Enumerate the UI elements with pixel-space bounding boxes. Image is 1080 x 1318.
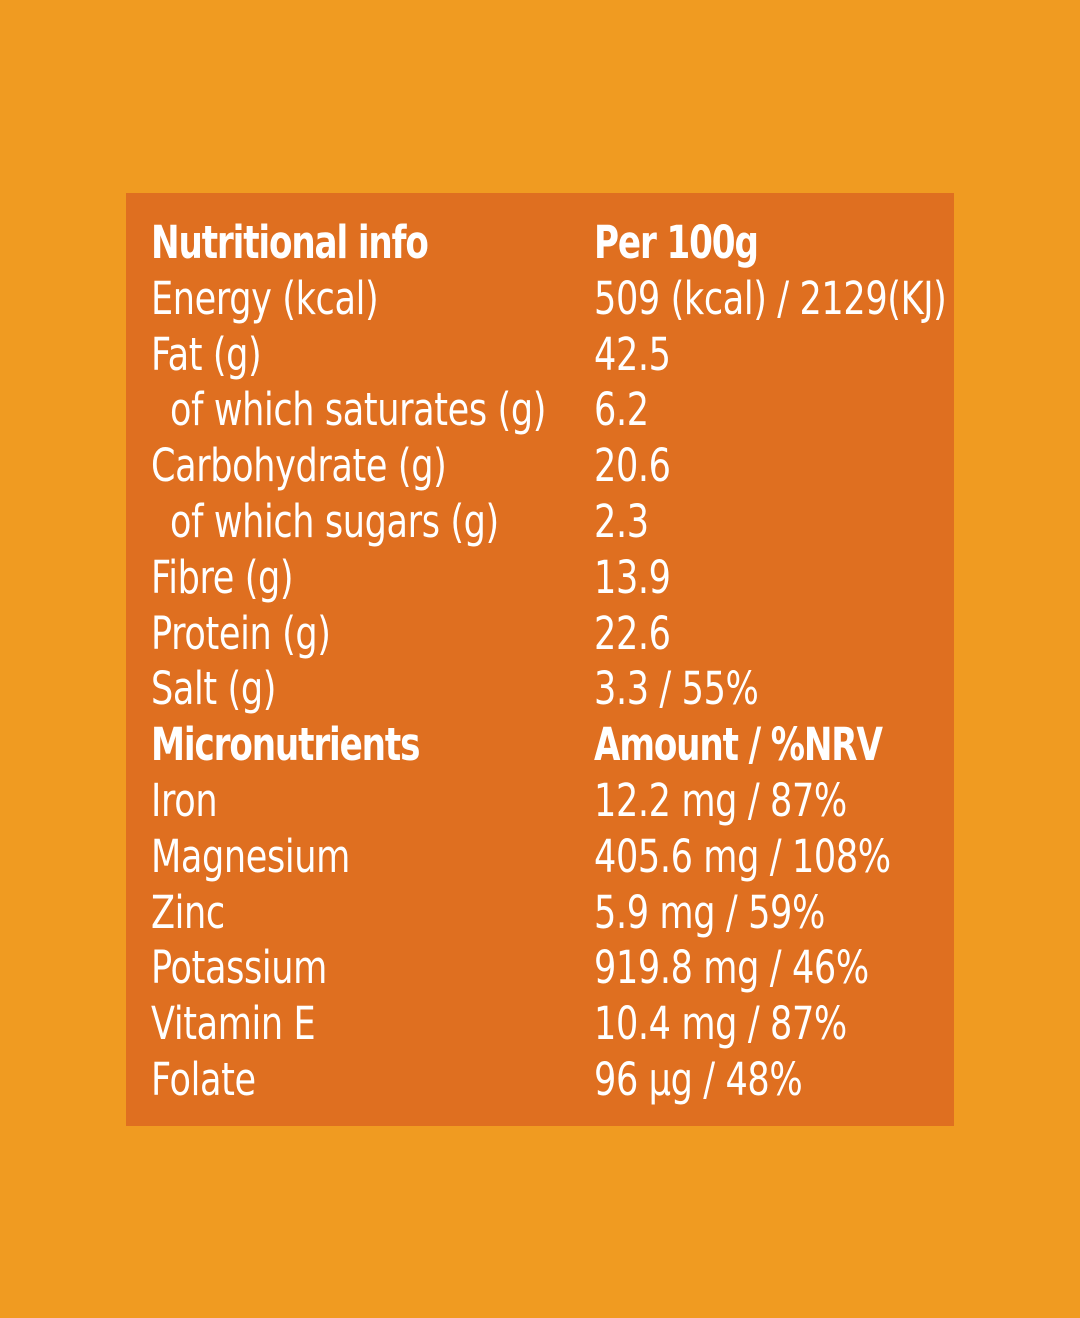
table-row: Iron 12.2 mg / 87%	[126, 773, 954, 829]
nutrient-value: 12.2 mg / 87%	[594, 773, 847, 827]
table-row: Energy (kcal) 509 (kcal) / 2129(KJ)	[126, 271, 954, 327]
table-row: Protein (g) 22.6	[126, 606, 954, 662]
nutrient-value: 6.2	[594, 383, 649, 437]
nutrient-label: Fibre (g)	[151, 550, 294, 604]
nutrient-label: Vitamin E	[151, 997, 316, 1051]
nutrient-value: 2.3	[594, 494, 649, 548]
nutrient-value: 405.6 mg / 108%	[594, 829, 891, 883]
nutrient-label: Iron	[151, 773, 218, 827]
nutrient-label: Nutritional info	[151, 216, 429, 269]
nutrient-value: 5.9 mg / 59%	[594, 885, 825, 939]
nutrient-label: Salt (g)	[151, 662, 277, 716]
nutrient-value: 22.6	[594, 606, 671, 660]
nutrient-value: 10.4 mg / 87%	[594, 997, 847, 1051]
nutrient-value: 509 (kcal) / 2129(KJ)	[594, 271, 947, 325]
nutrient-value: Amount / %NRV	[594, 718, 883, 772]
table-row: Carbohydrate (g) 20.6	[126, 438, 954, 494]
nutrient-label: Energy (kcal)	[151, 271, 379, 325]
nutrient-value: Per 100g	[594, 216, 759, 269]
table-row: Magnesium 405.6 mg / 108%	[126, 829, 954, 885]
nutrient-label: Potassium	[151, 941, 327, 995]
nutrient-label: Carbohydrate (g)	[151, 439, 447, 493]
nutrient-label: Micronutrients	[151, 718, 420, 772]
table-row: Salt (g) 3.3 / 55%	[126, 661, 954, 717]
table-row: Fibre (g) 13.9	[126, 550, 954, 606]
table-row: Potassium 919.8 mg / 46%	[126, 940, 954, 996]
table-row: Fat (g) 42.5	[126, 327, 954, 383]
nutrient-label: of which sugars (g)	[170, 494, 499, 548]
table-row: of which saturates (g) 6.2	[126, 382, 954, 438]
nutrient-label: Fat (g)	[151, 327, 262, 381]
nutrient-value: 919.8 mg / 46%	[594, 941, 869, 995]
nutrient-label: of which saturates (g)	[170, 383, 547, 437]
table-row: Vitamin E 10.4 mg / 87%	[126, 996, 954, 1052]
nutrient-value: 20.6	[594, 439, 671, 493]
nutrient-value: 96 µg / 48%	[594, 1052, 803, 1106]
nutrient-value: 13.9	[594, 550, 671, 604]
nutrient-label: Folate	[151, 1052, 256, 1106]
nutrient-value: 42.5	[594, 327, 671, 381]
table-row: Zinc 5.9 mg / 59%	[126, 885, 954, 941]
nutrient-label: Protein (g)	[151, 606, 331, 660]
micronutrients-header-row: Micronutrients Amount / %NRV	[126, 717, 954, 773]
table-header-row: Nutritional info Per 100g	[126, 215, 954, 271]
nutrient-label: Magnesium	[151, 829, 350, 883]
table-row: Folate 96 µg / 48%	[126, 1052, 954, 1108]
nutrient-label: Zinc	[151, 885, 225, 939]
table-row: of which sugars (g) 2.3	[126, 494, 954, 550]
nutrient-value: 3.3 / 55%	[594, 662, 759, 716]
nutrition-table: Nutritional info Per 100g Energy (kcal) …	[126, 193, 954, 1126]
